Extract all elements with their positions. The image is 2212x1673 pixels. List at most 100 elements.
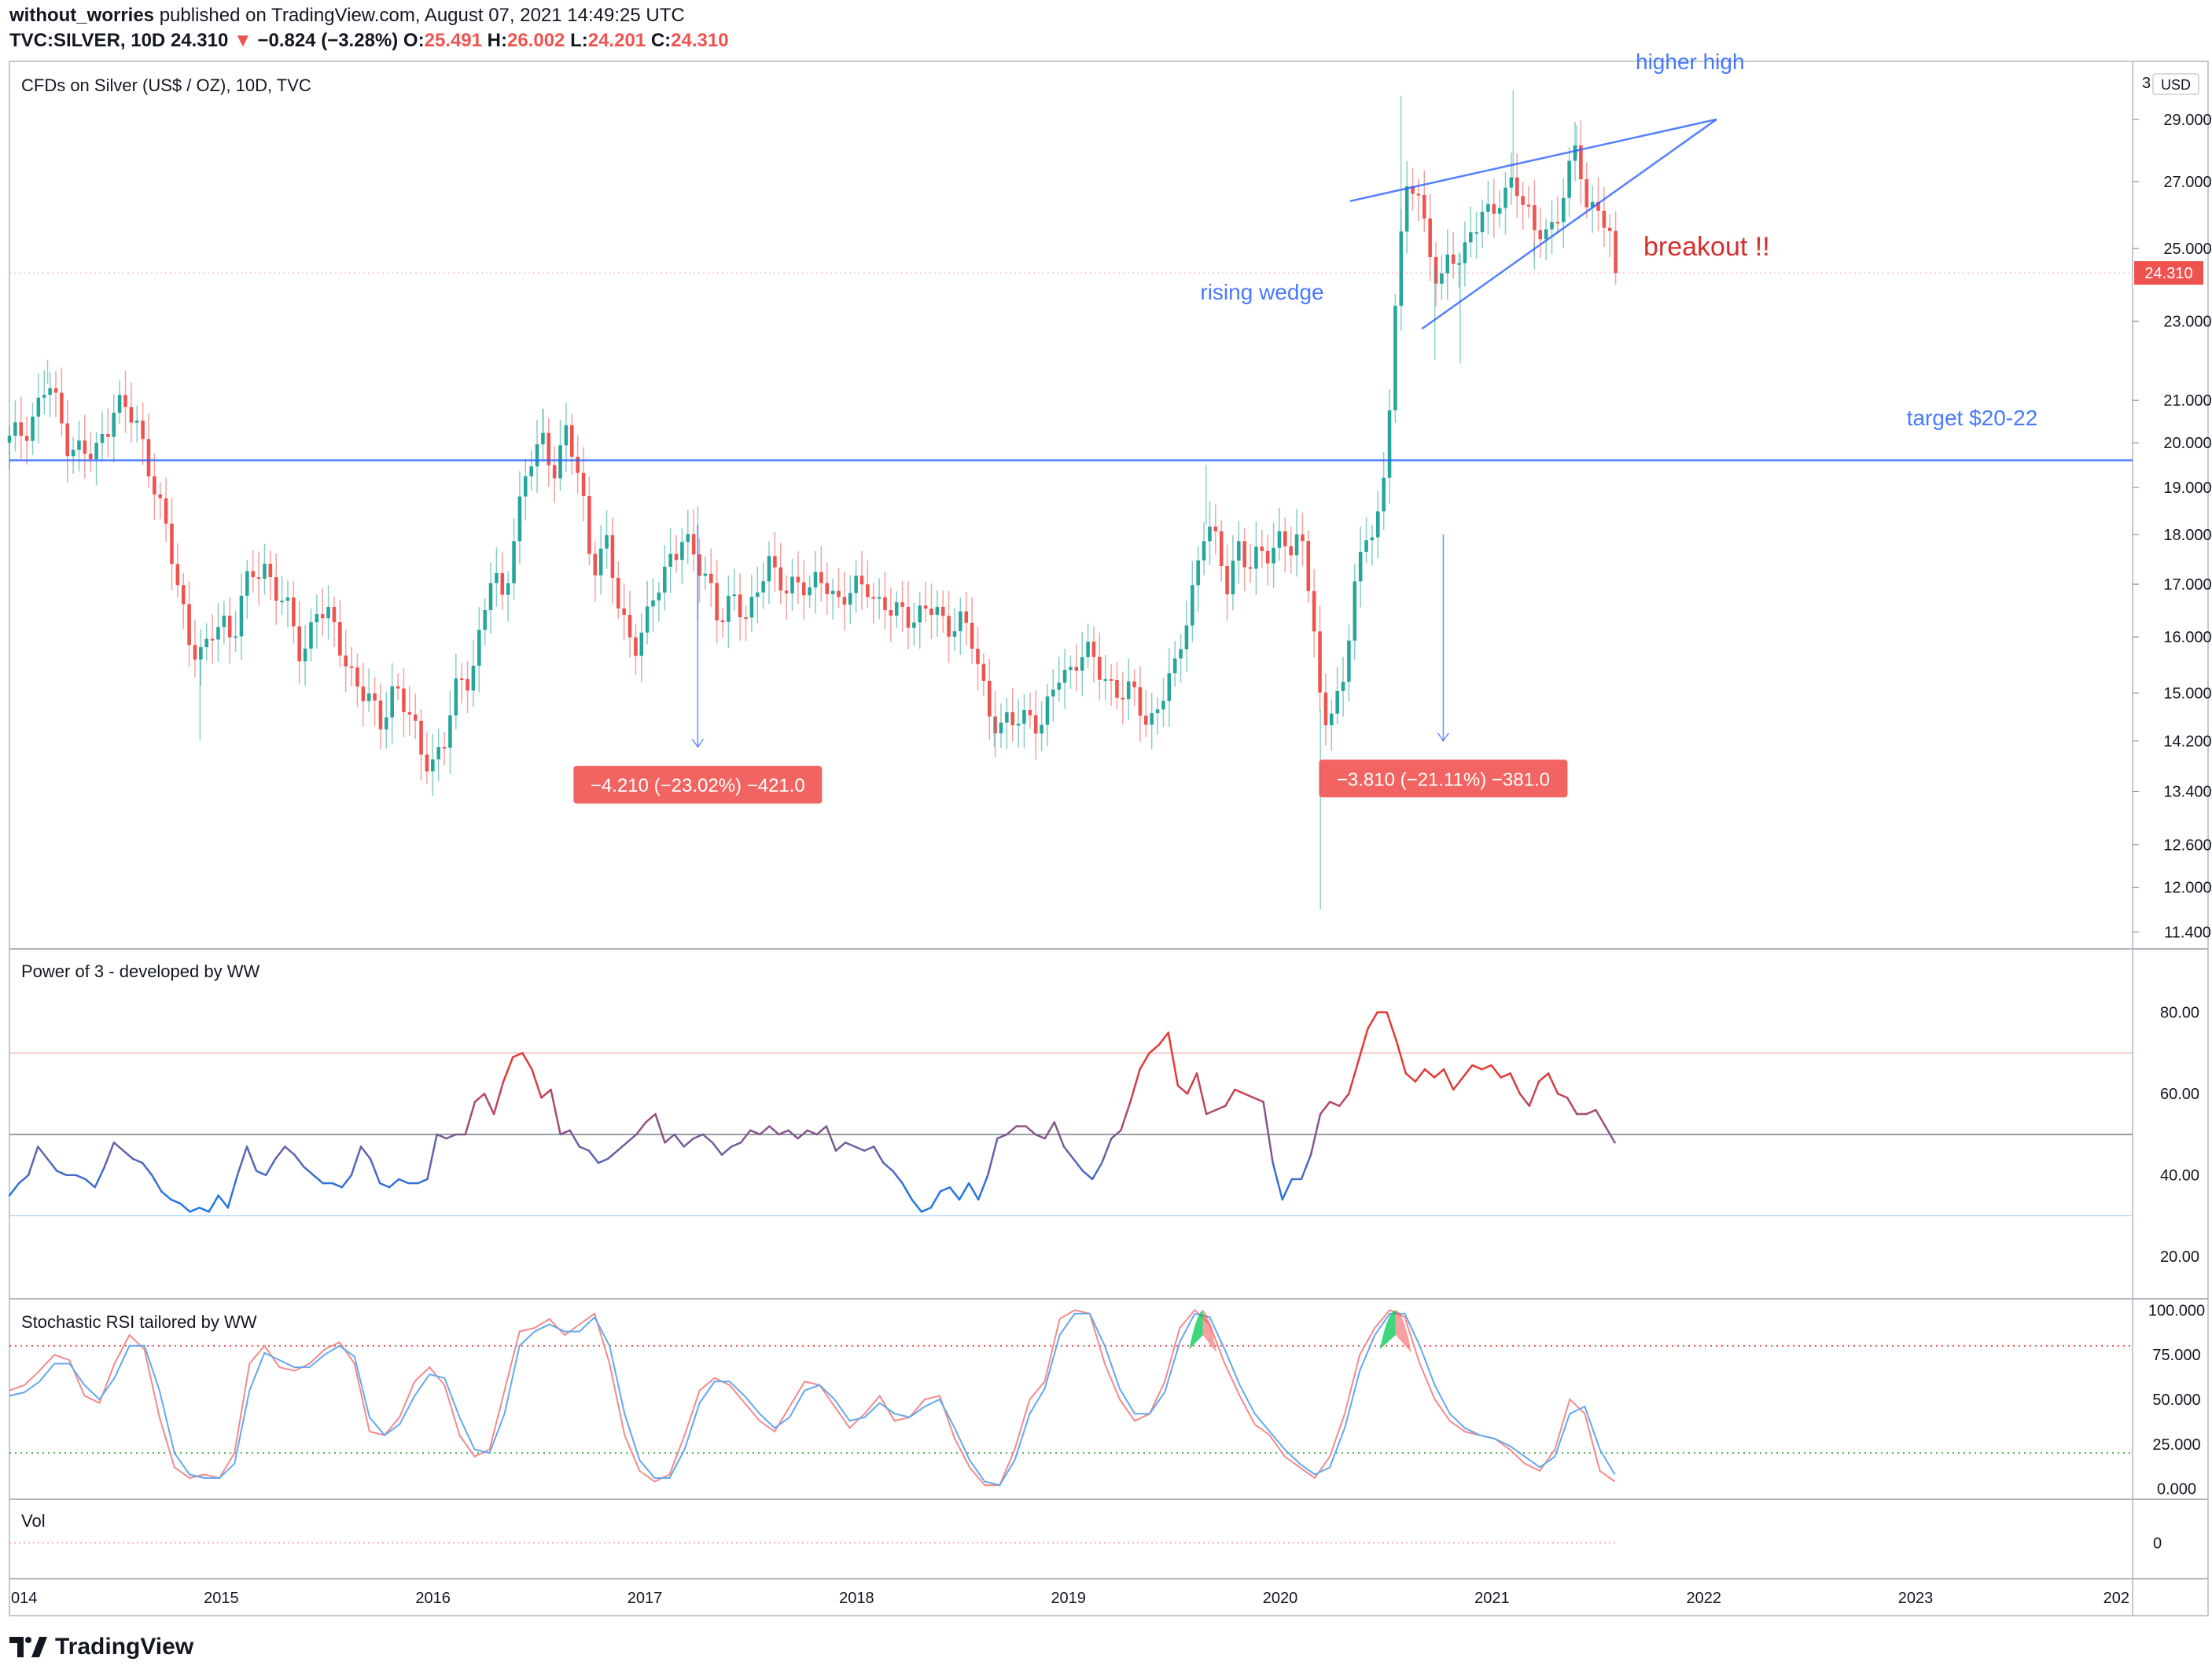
candle-body xyxy=(894,602,899,616)
power3-line-segment xyxy=(502,1056,514,1083)
candle-body xyxy=(1526,204,1531,207)
candle-body xyxy=(940,606,945,616)
y-tick-label: 11.400 xyxy=(2164,924,2211,941)
y-tick-label: 23.000 xyxy=(2163,313,2211,330)
candle-body xyxy=(859,575,864,585)
power3-line-segment xyxy=(587,1149,600,1164)
power3-line-segment xyxy=(160,1190,172,1201)
power3-line-segment xyxy=(1234,1088,1246,1095)
power3-line-segment xyxy=(1072,1157,1084,1172)
candle-body xyxy=(1440,273,1444,284)
candle-body xyxy=(581,472,586,497)
candle-body xyxy=(506,583,510,595)
candle-body xyxy=(1451,254,1456,264)
candle-body xyxy=(1341,682,1345,691)
power3-line-segment xyxy=(635,1121,647,1136)
power3-line-segment xyxy=(1471,1064,1483,1071)
power3-line-segment xyxy=(1081,1170,1094,1181)
candle-body xyxy=(263,564,267,579)
power3-line-segment xyxy=(967,1182,980,1201)
power3-line-segment xyxy=(1319,1101,1331,1116)
candle-body xyxy=(657,592,661,601)
footer-brand[interactable]: TradingView xyxy=(9,1631,193,1663)
candle-body xyxy=(761,581,765,593)
power3-line-segment xyxy=(1043,1121,1056,1140)
candle-body xyxy=(1567,160,1571,198)
candle-body xyxy=(1028,710,1032,715)
candle-body xyxy=(1399,231,1404,306)
candle-body xyxy=(385,717,388,730)
power3-line-segment xyxy=(901,1182,913,1201)
power3-line-segment xyxy=(398,1178,410,1185)
measure-arrow-1-label-box xyxy=(573,766,823,804)
candle-body xyxy=(1590,201,1595,208)
power3-line-segment xyxy=(492,1080,505,1116)
candle-body xyxy=(373,693,377,701)
y-tick-label: 29.000 xyxy=(2163,112,2211,129)
power3-line-segment xyxy=(701,1133,714,1144)
power3-line-segment xyxy=(369,1157,381,1185)
power3-line-segment xyxy=(1395,1039,1408,1075)
power3-line-segment xyxy=(226,1174,239,1209)
power3-line-segment xyxy=(1528,1080,1540,1107)
candle-body xyxy=(227,616,232,638)
candle-body xyxy=(1434,256,1438,284)
candle-body xyxy=(727,595,731,622)
stochrsi-overbought-highlight-green xyxy=(1379,1310,1396,1350)
symbol-label[interactable]: TVC:SILVER, 10D xyxy=(9,30,166,51)
author-name[interactable]: without_worries xyxy=(9,5,155,26)
measure-arrow-1-label: −4.210 (−23.02%) −421.0 xyxy=(591,775,805,796)
candle-body xyxy=(1062,669,1067,683)
candle-body xyxy=(1098,656,1102,680)
candle-body xyxy=(622,608,626,615)
candle-body xyxy=(425,754,429,772)
power3-line-segment xyxy=(1006,1125,1018,1136)
candle-body xyxy=(396,686,400,689)
power3-line-segment xyxy=(853,1145,866,1152)
chart-header: without_worries published on TradingView… xyxy=(0,0,2212,57)
candle-body xyxy=(558,445,562,479)
power3-line-segment xyxy=(1053,1121,1066,1148)
y-tick-label: 21.000 xyxy=(2163,392,2211,410)
power3-line-segment xyxy=(388,1178,400,1189)
candle-body xyxy=(1358,551,1363,582)
candle-body xyxy=(645,606,650,633)
power3-line-segment xyxy=(1272,1161,1284,1201)
candle-body xyxy=(605,535,609,549)
power3-line-segment xyxy=(217,1194,230,1209)
candle-body xyxy=(1411,186,1415,194)
annotation-breakout: breakout !! xyxy=(1643,232,1770,262)
candle-body xyxy=(628,614,632,638)
candle-body xyxy=(1561,197,1566,222)
power3-line-segment xyxy=(1328,1101,1341,1107)
power3-line-segment xyxy=(303,1166,315,1176)
candle-body xyxy=(153,476,156,495)
tradingview-wordmark: TradingView xyxy=(55,1634,194,1660)
candle-body xyxy=(547,432,551,465)
power3-line-segment xyxy=(1139,1052,1150,1071)
candle-body xyxy=(918,605,922,623)
power3-line-segment xyxy=(1129,1068,1141,1103)
candle-body xyxy=(488,583,493,610)
candle-body xyxy=(813,572,818,588)
candle-body xyxy=(1237,541,1241,561)
annotation-target: target $20-22 xyxy=(1907,406,2038,430)
candle-body xyxy=(402,688,406,712)
power3-line-segment xyxy=(331,1182,344,1189)
candle-body xyxy=(1602,211,1607,228)
power3-line-segment xyxy=(1148,1043,1160,1054)
candle-body xyxy=(1294,534,1299,556)
candle-body xyxy=(773,556,777,568)
power3-line-segment xyxy=(1091,1161,1103,1181)
candle-body xyxy=(309,622,313,649)
power3-line-segment xyxy=(1338,1092,1350,1107)
candle-body xyxy=(1179,649,1183,659)
candle-body xyxy=(170,524,174,564)
candle-body xyxy=(1614,230,1618,274)
candle-body xyxy=(1503,187,1507,208)
power3-line-segment xyxy=(873,1145,885,1164)
candle-body xyxy=(390,686,394,718)
power3-line-segment xyxy=(1167,1031,1180,1087)
stochrsi-overbought-highlight-red xyxy=(1202,1310,1217,1353)
